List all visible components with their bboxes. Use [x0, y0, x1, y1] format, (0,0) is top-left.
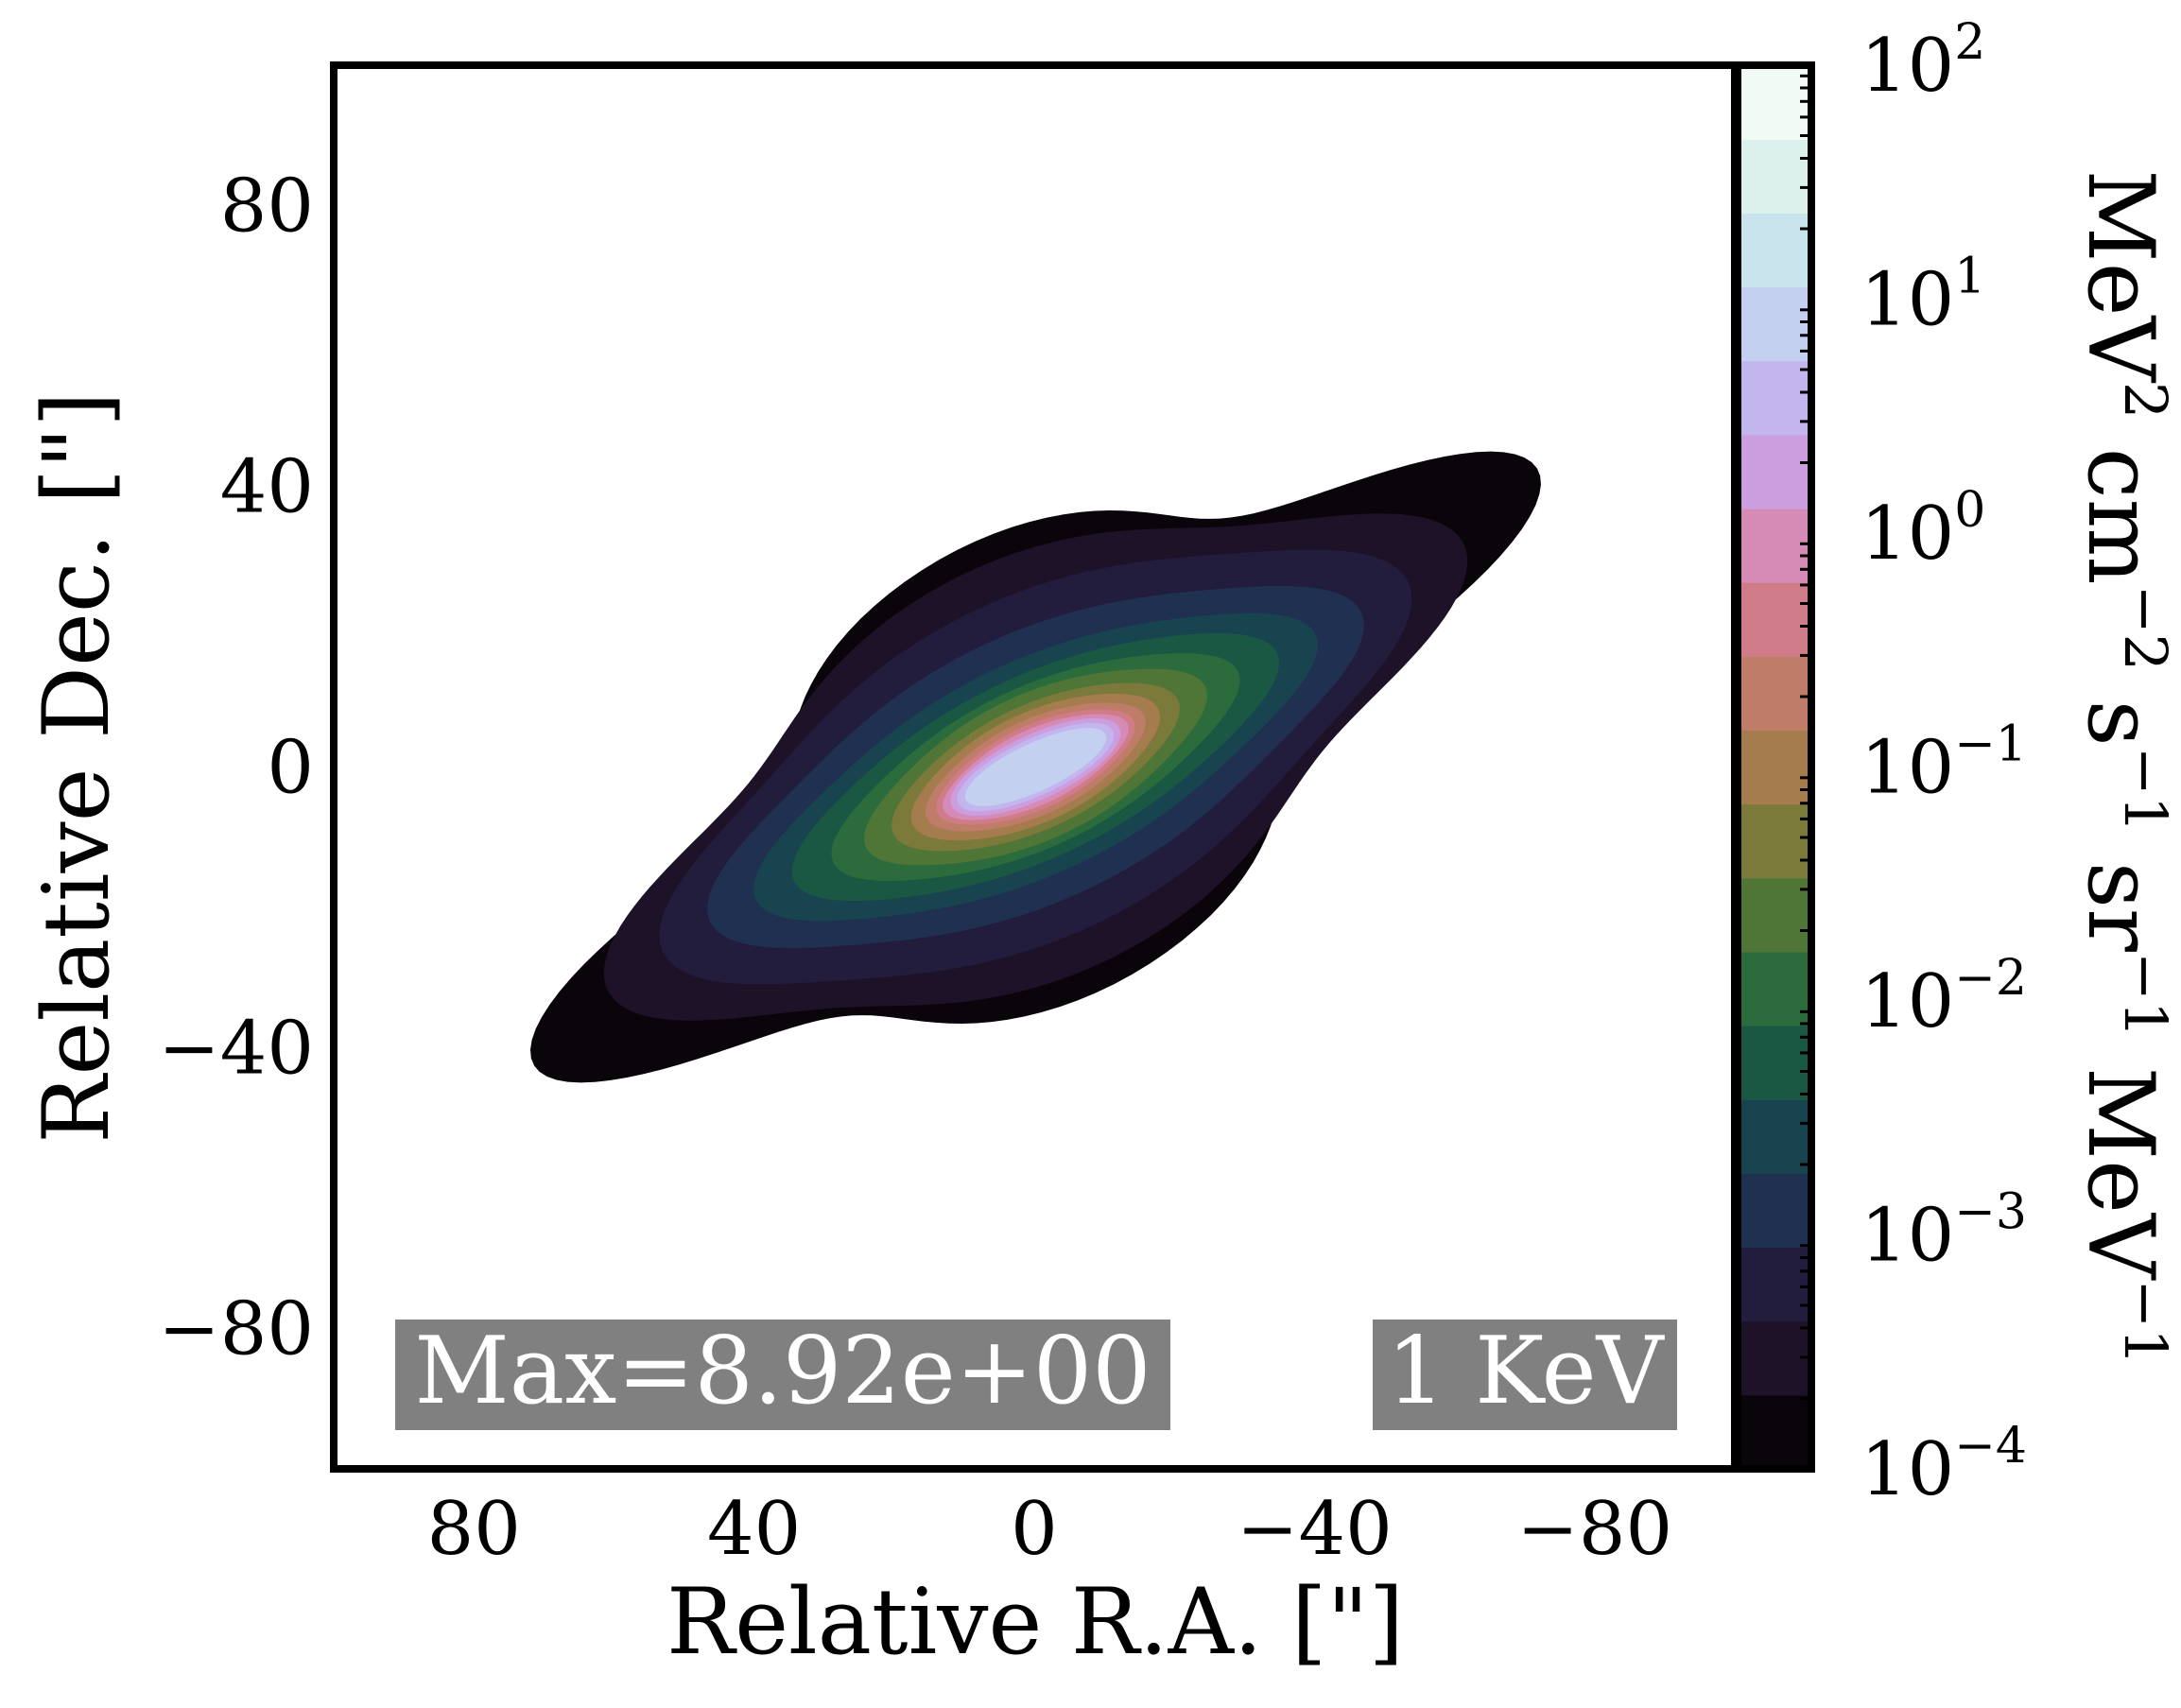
colorbar-band	[1738, 582, 1811, 657]
x-tick-label: −80	[1516, 1487, 1672, 1572]
colorbar-label-exp-1: 2	[2111, 382, 2180, 419]
x-tick-label: −40	[1237, 1487, 1393, 1572]
colorbar-frame	[1734, 61, 1815, 1473]
colorbar-label-unit-sr: sr	[2068, 833, 2173, 952]
colorbar-band	[1738, 1394, 1811, 1470]
colorbar-label-unit-s: s	[2068, 671, 2173, 747]
colorbar-label-unit-mev-2: MeV	[2068, 1038, 2173, 1281]
y-tick-label: −40	[158, 1007, 314, 1092]
y-tick-label: −80	[158, 1287, 314, 1372]
colorbar-tick-label: 101	[1861, 249, 1985, 343]
colorbar-band	[1738, 360, 1811, 436]
colorbar-band	[1738, 1099, 1811, 1174]
y-tick-labels: 80 40 0 −40 −80	[158, 164, 314, 1372]
colorbar-band	[1738, 1320, 1811, 1396]
colorbar-label: MeV2 cm−2 s−1 sr−1 MeV−1	[2068, 169, 2180, 1365]
colorbar-band	[1738, 213, 1811, 288]
colorbar-label-exp-4: −1	[2111, 952, 2180, 1038]
colorbar-band	[1738, 508, 1811, 583]
y-tick-label: 40	[220, 445, 314, 530]
y-tick-label: 80	[220, 164, 314, 250]
colorbar-tick-label: 10−1	[1861, 716, 2027, 811]
colorbar-band	[1738, 286, 1811, 362]
contour-level-15	[964, 728, 1107, 806]
max-label-box	[395, 1320, 1170, 1430]
x-tick-label: 40	[707, 1487, 801, 1572]
colorbar-band	[1738, 1026, 1811, 1100]
energy-label-box	[1373, 1320, 1677, 1430]
map-contours	[530, 451, 1541, 1083]
colorbar-tick-label: 100	[1861, 482, 1985, 577]
colorbar-band	[1738, 803, 1811, 879]
colorbar-label-exp-3: −1	[2111, 747, 2180, 833]
colorbar-label-unit-cm: cm	[2068, 419, 2173, 584]
colorbar-band	[1738, 877, 1811, 953]
colorbar-band	[1738, 730, 1811, 805]
colorbar-label-exp-5: −1	[2111, 1279, 2180, 1365]
colorbar-band	[1738, 951, 1811, 1027]
y-tick-label: 0	[267, 726, 314, 811]
colorbar-tick-label: 10−2	[1861, 950, 2027, 1044]
colorbar-tick-label: 10−3	[1861, 1184, 2027, 1279]
colorbar-band	[1738, 1247, 1811, 1322]
y-axis-label: Relative Dec. ["]	[24, 391, 130, 1144]
x-tick-label: 80	[427, 1487, 521, 1572]
colorbar-band	[1738, 434, 1811, 509]
colorbar-band	[1738, 65, 1811, 140]
colorbar-tick-label: 10−4	[1861, 1418, 2027, 1512]
colorbar-tick-label: 102	[1861, 14, 1985, 109]
colorbar-band	[1738, 656, 1811, 732]
x-tick-labels: 80 40 0 −40 −80	[427, 1487, 1673, 1572]
colorbar-label-exp-2: −2	[2111, 585, 2180, 671]
colorbar-bands	[1738, 65, 1811, 1470]
colorbar-label-unit-mev: MeV	[2068, 169, 2173, 383]
x-tick-label: 0	[1011, 1487, 1058, 1572]
colorbar-band	[1738, 139, 1811, 214]
max-label: Max=8.92e+00	[414, 1318, 1151, 1425]
colorbar-tick-labels: 10−4 10−3 10−2 10−1 100 101 102	[1861, 14, 2027, 1512]
colorbar-band	[1738, 1173, 1811, 1249]
x-axis-label: Relative R.A. ["]	[666, 1569, 1404, 1675]
energy-label: 1 KeV	[1387, 1318, 1666, 1425]
